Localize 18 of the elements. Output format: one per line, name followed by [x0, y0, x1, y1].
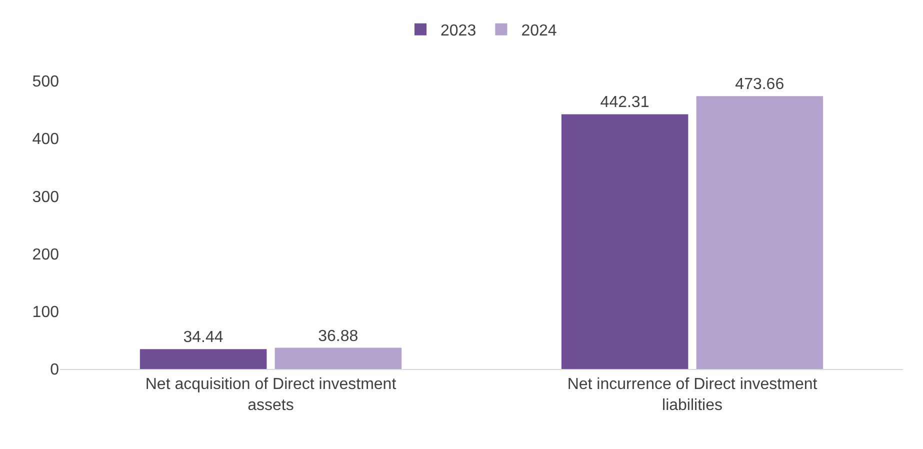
- y-tick-label: 200: [32, 246, 60, 264]
- data-label: 36.88: [318, 328, 358, 345]
- y-tick-label: 100: [32, 304, 60, 321]
- x-tick-label: Net acquisition of Direct investment assets: [145, 376, 397, 414]
- legend-label: 2023: [440, 22, 476, 40]
- y-tick-label: 300: [32, 188, 60, 206]
- y-tick-label: 0: [50, 362, 60, 379]
- x-tick-label: Net incurrence of Direct investment liabilities: [567, 376, 818, 414]
- y-tick-label: 400: [32, 131, 60, 148]
- data-label: 442.31: [600, 94, 650, 112]
- legend-label: 2024: [521, 22, 557, 40]
- bar: [140, 349, 267, 369]
- data-label: 473.66: [735, 76, 784, 94]
- y-tick-label: 500: [32, 74, 60, 91]
- data-label: 34.44: [183, 329, 224, 346]
- bar: [274, 348, 402, 369]
- bar: [696, 96, 824, 369]
- bar: [561, 114, 688, 369]
